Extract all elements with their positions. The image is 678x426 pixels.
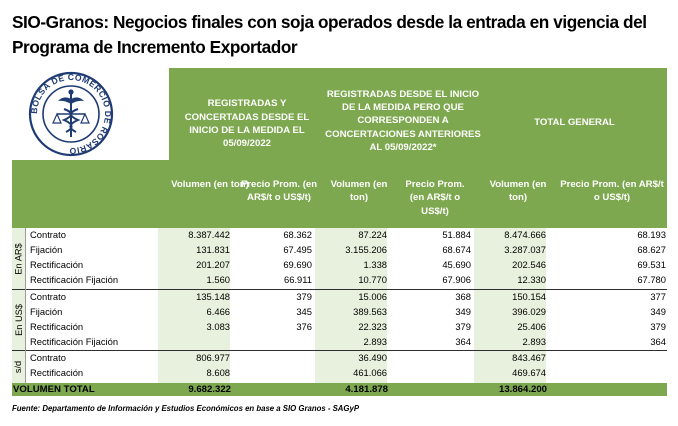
page-title: SIO-Granos: Negocios finales con soja op… bbox=[12, 12, 647, 57]
total-volume-3: 13.864.200 bbox=[498, 384, 547, 395]
bolsa-comercio-rosario-seal-icon: BOLSA DE COMERCIO DE ROSARIO bbox=[29, 71, 114, 156]
table-row: Rectificación 201.207 69.690 1.338 45.69… bbox=[30, 259, 666, 270]
subheader-precio-3: Precio Prom. (en AR$/t o US$/t) bbox=[560, 179, 664, 204]
subheader-precio-1: Precio Prom. (en AR$/t o US$/t) bbox=[240, 179, 318, 204]
table-row: Contrato 8.387.442 68.362 87.224 51.884 … bbox=[30, 229, 666, 240]
table-header: BOLSA DE COMERCIO DE ROSARIO REGISTRADAS… bbox=[12, 68, 667, 228]
section-bar-sd bbox=[12, 351, 25, 383]
subheader-volumen-2: Volumen (en ton) bbox=[330, 179, 388, 204]
total-volume-1: 9.682.322 bbox=[188, 384, 231, 395]
logo-container: BOLSA DE COMERCIO DE ROSARIO bbox=[12, 68, 169, 160]
table-row: Fijación 131.831 67.495 3.155.206 68.674… bbox=[30, 244, 666, 255]
group-header-2: REGISTRADAS DESDE EL INICIO DE LA MEDIDA… bbox=[325, 88, 481, 153]
section-bar-ars bbox=[12, 228, 25, 289]
section-bar-usd bbox=[12, 290, 25, 350]
volume-column-2-shade bbox=[315, 228, 387, 383]
table-row: Rectificación Fijación 2.893 364 2.893 3… bbox=[30, 336, 666, 347]
total-label: VOLUMEN TOTAL bbox=[13, 384, 95, 395]
subheader-precio-2: Precio Prom. (en AR$/t o US$/t) bbox=[405, 179, 465, 217]
column-divider bbox=[25, 228, 26, 383]
subheader-volumen-1: Volumen (en ton) bbox=[171, 179, 249, 190]
table-row: Rectificación 8.608 461.066 469.674 bbox=[30, 367, 546, 378]
volume-column-1-shade bbox=[158, 228, 230, 383]
group-header-3: TOTAL GENERAL bbox=[534, 117, 615, 129]
group-header-1: REGISTRADAS Y CONCERTADAS DESDE EL INICI… bbox=[184, 98, 310, 150]
total-volume-2: 4.181.878 bbox=[345, 384, 388, 395]
table-row: Rectificación 3.083 376 22.323 379 25.40… bbox=[30, 321, 666, 332]
table-row: Contrato 135.148 379 15.006 368 150.154 … bbox=[30, 291, 666, 302]
table-row: Contrato 806.977 36.490 843.467 bbox=[30, 352, 546, 363]
source-note: Fuente: Departamento de Información y Es… bbox=[12, 404, 360, 413]
separator-line bbox=[12, 289, 667, 290]
table-row: Fijación 6.466 345 389.563 349 396.029 3… bbox=[30, 306, 666, 317]
total-row: VOLUMEN TOTAL 9.682.322 4.181.878 13.864… bbox=[12, 383, 667, 396]
table-row: Rectificación Fijación 1.560 66.911 10.7… bbox=[30, 274, 666, 285]
subheader-volumen-3: Volumen (en ton) bbox=[489, 179, 547, 204]
volume-column-3-shade bbox=[474, 228, 546, 383]
separator-line bbox=[12, 350, 667, 351]
